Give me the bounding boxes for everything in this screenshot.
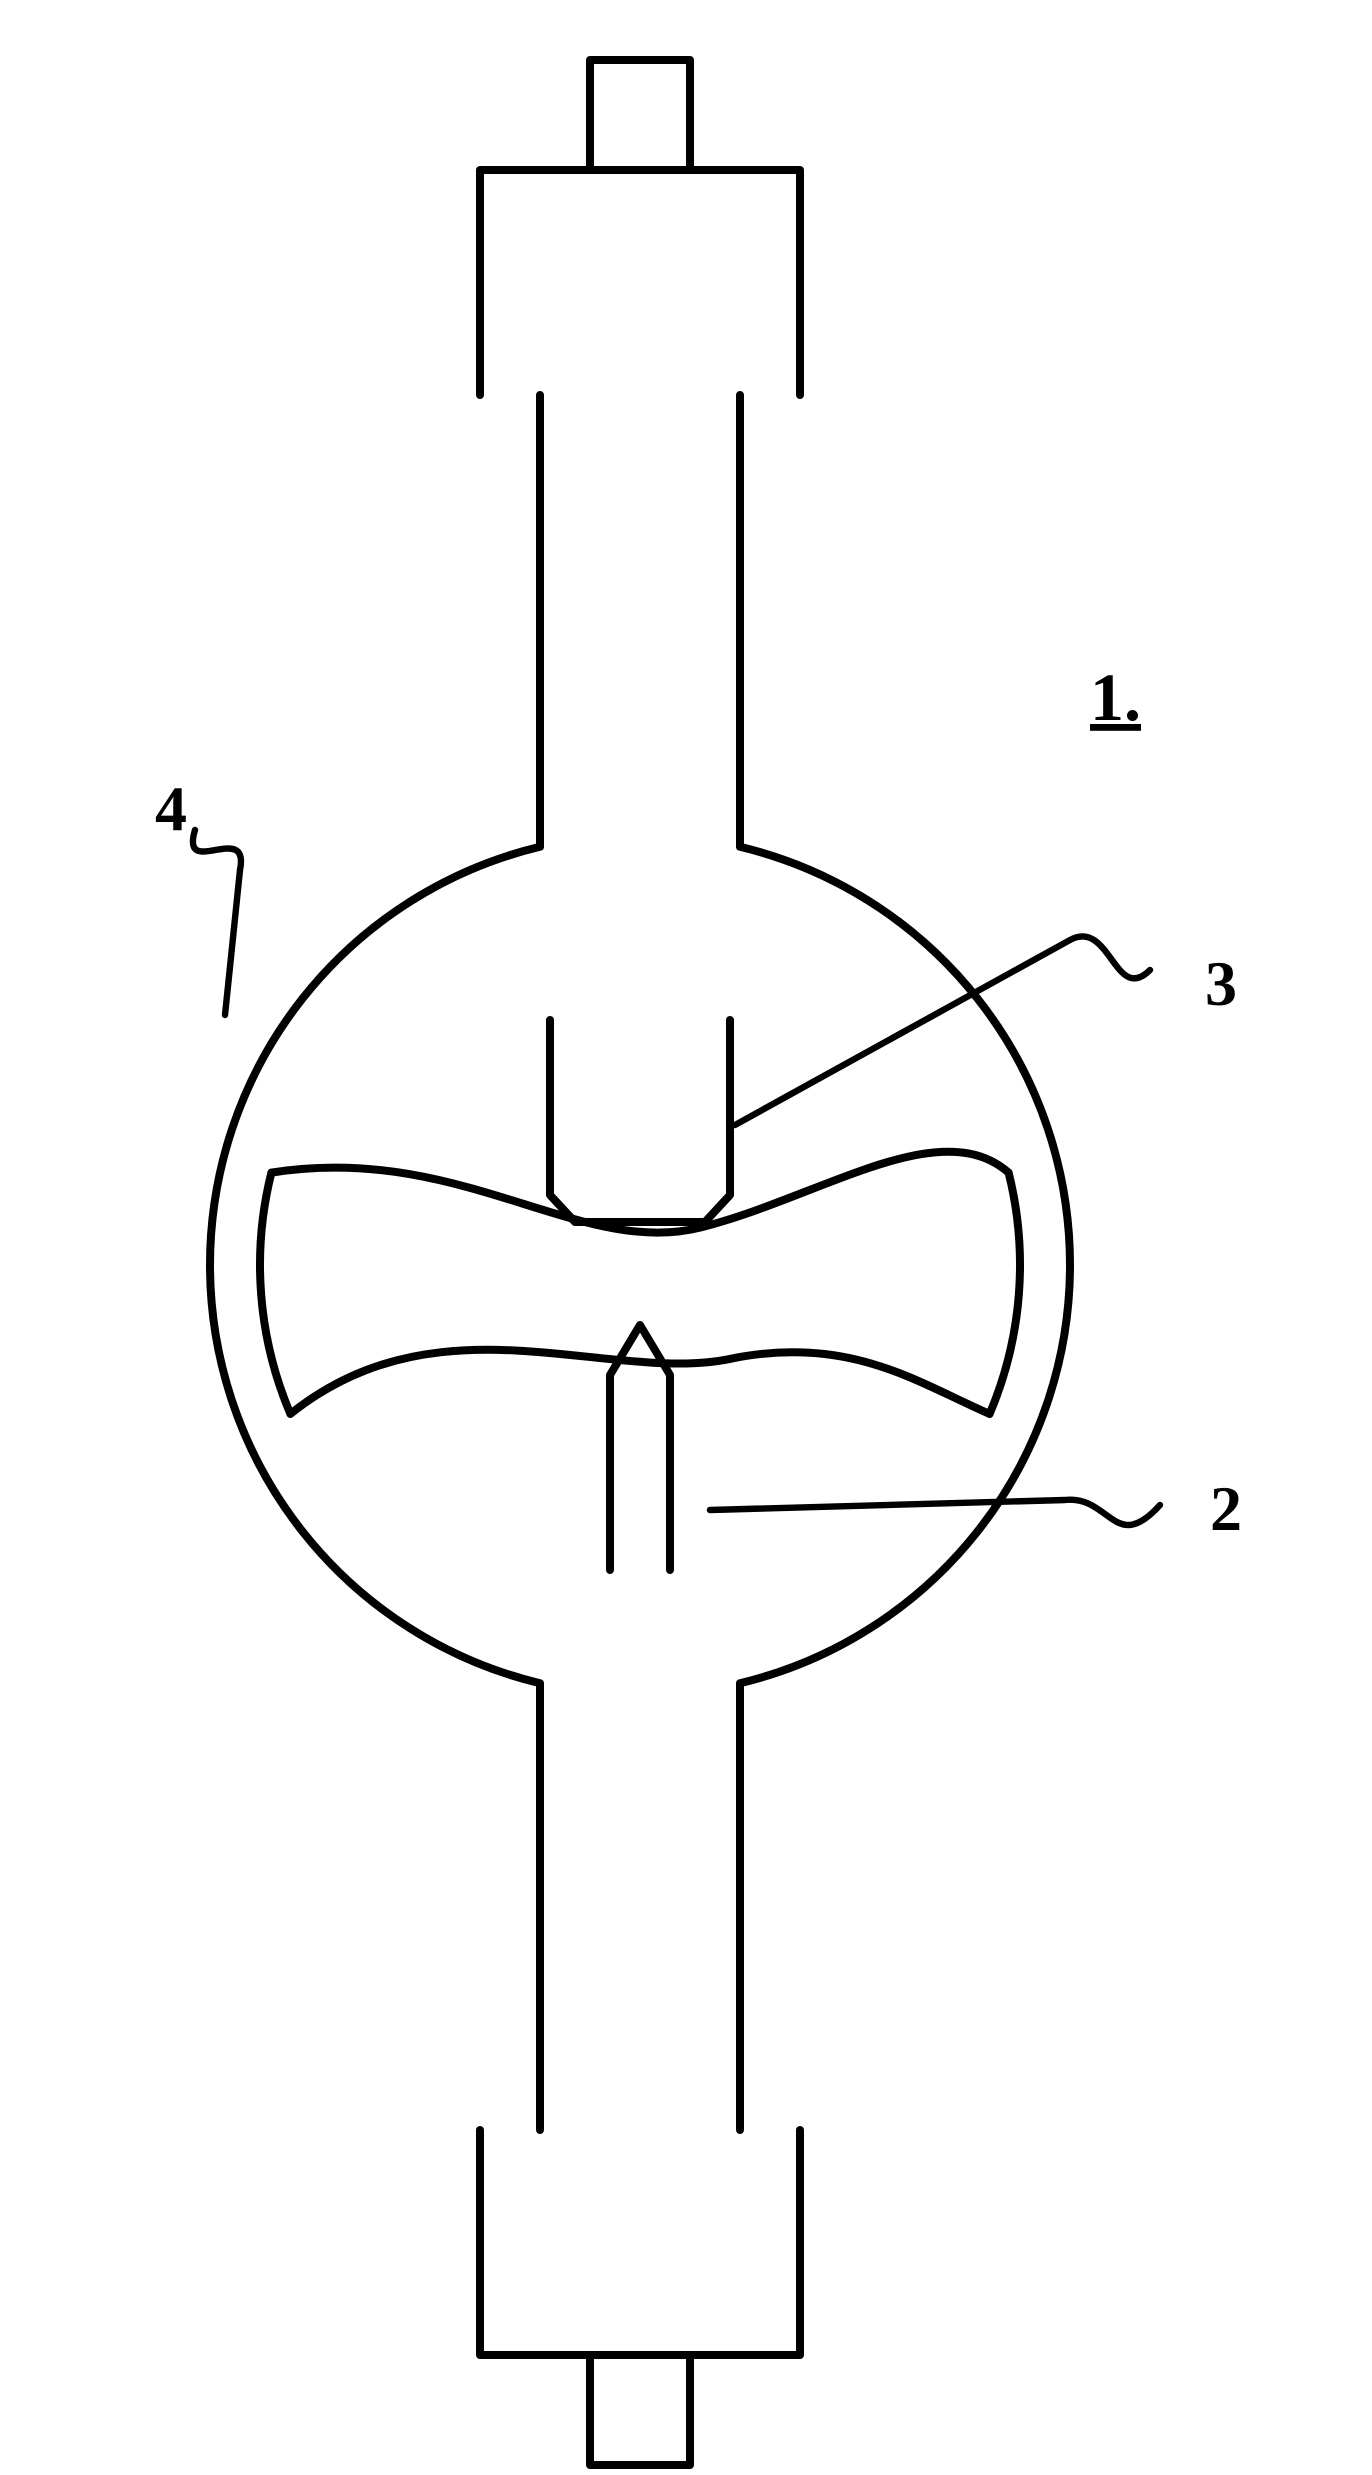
label-4: 4 (155, 773, 187, 844)
label-3: 3 (1205, 948, 1237, 1019)
top-small-terminal (590, 60, 690, 170)
top-big-terminal (480, 170, 800, 395)
lamp-diagram: 1. 2 3 4 (0, 0, 1372, 2475)
inner-arc-right (990, 1173, 1020, 1414)
leader-to-2 (710, 1500, 1160, 1525)
anode (550, 1020, 730, 1222)
label-1: 1. (1090, 659, 1141, 735)
diagram-container: 1. 2 3 4 (0, 0, 1372, 2475)
label-2: 2 (1210, 1473, 1242, 1544)
bottom-big-terminal (480, 2130, 800, 2355)
inner-arc-left (260, 1173, 290, 1414)
bottom-small-terminal (590, 2355, 690, 2465)
leader-to-4 (193, 830, 241, 1015)
bottom-wave (290, 1350, 989, 1414)
